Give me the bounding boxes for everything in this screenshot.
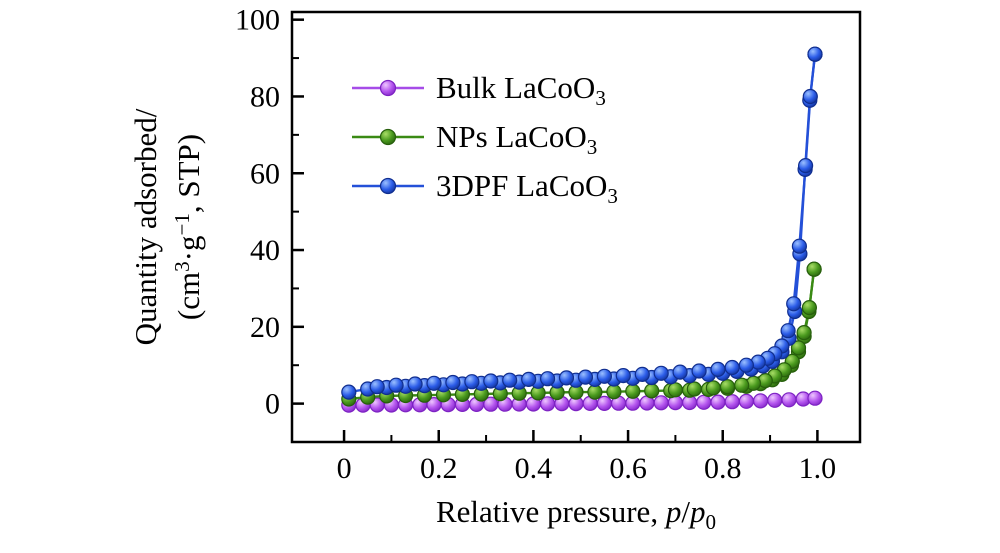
data-point-marker-3dpf xyxy=(369,379,385,395)
data-point-marker-3dpf xyxy=(786,296,802,312)
data-point-marker-3dpf xyxy=(445,374,461,391)
data-point-marker-3dpf xyxy=(780,323,796,339)
data-point-marker-3dpf xyxy=(797,158,814,174)
y-axis-label-line1: Quantity adsorbed/ xyxy=(128,108,163,345)
data-point-marker-bulk xyxy=(653,395,669,411)
x-axis-label: Relative pressure, p/p0 xyxy=(436,494,716,534)
data-point-marker-3dpf xyxy=(672,364,688,380)
data-point-marker-bulk xyxy=(710,394,726,410)
data-point-marker-nps xyxy=(719,379,736,395)
data-point-marker-3dpf xyxy=(653,365,669,381)
data-point-marker-3dpf xyxy=(426,375,442,391)
data-point-marker-3dpf xyxy=(807,46,823,62)
data-point-marker-nps xyxy=(790,340,807,356)
data-point-marker-nps xyxy=(796,325,812,341)
data-point-marker-3dpf xyxy=(483,373,499,389)
data-point-marker-3dpf xyxy=(521,371,537,387)
legend-label-bulk: Bulk LaCoO3 xyxy=(436,70,606,110)
data-point-marker-nps xyxy=(801,300,818,316)
axis-ticks: 0 0.2 0.4 0.6 0.8 1.0 0 20 40 60 80 100 xyxy=(235,4,836,485)
legend-item-nps: NPs LaCoO3 xyxy=(352,119,597,159)
data-point-marker-3dpf xyxy=(596,368,613,384)
data-point-marker-3dpf xyxy=(615,368,631,384)
legend-marker-3dpf xyxy=(379,177,397,195)
data-point-marker-3dpf xyxy=(791,238,808,254)
data-point-marker-3dpf xyxy=(558,370,575,386)
data-point-marker-nps xyxy=(606,384,622,400)
x-tick-label: 0.8 xyxy=(704,452,742,485)
legend-marker-nps xyxy=(379,128,397,146)
y-axis-label-line2: (cm3·g−1, STP) xyxy=(170,134,206,320)
data-point-marker-nps xyxy=(644,383,660,399)
legend-label-nps: NPs LaCoO3 xyxy=(436,119,597,159)
data-point-marker-nps xyxy=(686,381,702,397)
plot-frame xyxy=(290,10,862,444)
data-point-marker-bulk xyxy=(807,390,823,406)
data-point-marker-bulk xyxy=(752,393,769,409)
data-point-marker-3dpf xyxy=(738,357,755,373)
data-point-marker-3dpf xyxy=(341,384,357,400)
data-point-marker-3dpf xyxy=(634,366,650,382)
y-tick-label: 20 xyxy=(250,311,280,344)
data-point-marker-3dpf xyxy=(502,372,518,388)
y-tick-label: 0 xyxy=(265,388,280,421)
x-tick-label: 1.0 xyxy=(799,452,837,485)
data-point-marker-3dpf xyxy=(724,359,740,376)
data-point-marker-3dpf xyxy=(691,363,707,379)
data-point-marker-nps xyxy=(806,261,822,277)
data-point-marker-3dpf xyxy=(710,361,726,377)
data-point-marker-bulk xyxy=(738,393,755,409)
legend-item-3dpf: 3DPF LaCoO3 xyxy=(352,168,618,208)
x-tick-label: 0.6 xyxy=(609,452,647,485)
data-point-marker-3dpf xyxy=(464,374,480,390)
data-point-marker-3dpf xyxy=(802,88,818,105)
data-point-marker-3dpf xyxy=(577,369,594,385)
data-point-marker-bulk xyxy=(596,395,613,411)
data-point-marker-nps xyxy=(705,380,721,396)
data-point-marker-bulk xyxy=(781,392,797,408)
x-tick-label: 0.2 xyxy=(420,452,458,485)
data-point-marker-3dpf xyxy=(388,377,404,393)
y-tick-label: 100 xyxy=(235,4,280,37)
data-point-marker-nps xyxy=(587,384,603,400)
data-point-marker-nps xyxy=(734,377,750,393)
data-point-marker-nps xyxy=(667,382,684,398)
data-point-marker-bulk xyxy=(767,392,783,408)
legend-label-3dpf: 3DPF LaCoO3 xyxy=(436,168,618,208)
legend: Bulk LaCoO3 NPs LaCoO3 3DPF LaCoO3 xyxy=(352,70,618,208)
legend-item-bulk: Bulk LaCoO3 xyxy=(352,70,606,110)
data-point-marker-3dpf xyxy=(407,376,423,392)
data-point-marker-bulk xyxy=(696,394,712,410)
series-3dpf xyxy=(341,46,823,400)
data-point-marker-nps xyxy=(625,383,641,399)
y-tick-label: 40 xyxy=(250,234,280,267)
data-point-marker-bulk xyxy=(724,394,740,410)
y-tick-label: 80 xyxy=(250,80,280,113)
x-tick-label: 0 xyxy=(337,452,352,485)
data-point-marker-3dpf xyxy=(539,371,556,387)
x-tick-label: 0.4 xyxy=(515,452,553,485)
legend-marker-bulk xyxy=(379,79,397,97)
y-tick-label: 60 xyxy=(250,157,280,190)
